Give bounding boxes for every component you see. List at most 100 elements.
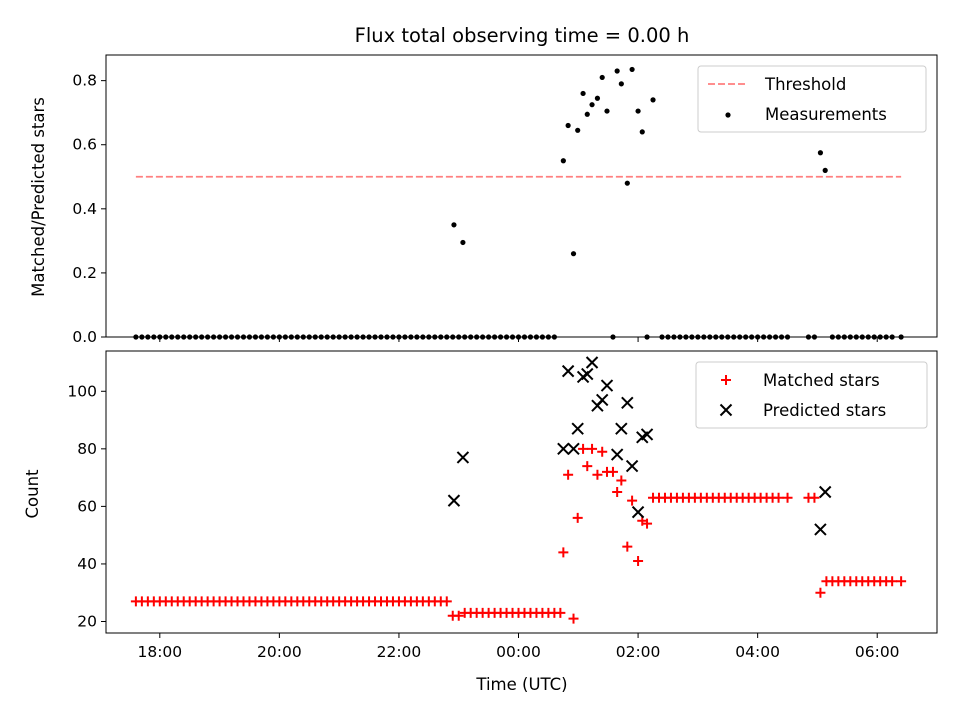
measurement-point xyxy=(515,334,522,340)
measurement-point xyxy=(545,334,552,340)
matched-star-point xyxy=(453,610,464,621)
predicted-star-point xyxy=(557,442,570,456)
predicted-star-point xyxy=(631,505,645,519)
predicted-star-point xyxy=(456,451,470,464)
chart-title: Flux total observing time = 0.00 h xyxy=(355,24,690,47)
measurement-point xyxy=(336,334,342,340)
measurement-point xyxy=(408,334,414,340)
measurement-point xyxy=(877,334,883,340)
predicted-star-point xyxy=(615,422,628,435)
x-tick-label: 02:00 xyxy=(616,643,661,661)
legend-frame xyxy=(695,361,928,429)
measurement-point xyxy=(575,127,581,133)
matched-star-point xyxy=(642,518,653,529)
predicted-star-point xyxy=(571,422,584,435)
measurement-point xyxy=(264,334,271,340)
predicted-star-point xyxy=(561,364,575,378)
legend-label: Predicted stars xyxy=(763,401,886,420)
legend-swatch-matched xyxy=(721,375,731,385)
predicted-star-point xyxy=(625,459,639,473)
measurement-point xyxy=(889,334,895,340)
legend-label: Matched stars xyxy=(763,371,880,390)
measurement-point xyxy=(444,334,450,340)
x-axis-label: Time (UTC) xyxy=(475,675,567,694)
measurement-point xyxy=(883,334,889,340)
y-tick-label: 0.8 xyxy=(72,72,97,90)
measurement-point xyxy=(216,334,223,340)
y-tick-label: 60 xyxy=(77,497,97,515)
legend-swatch-measurements xyxy=(725,112,731,118)
measurement-point xyxy=(898,334,904,340)
measurement-point xyxy=(689,334,695,340)
x-tick-label: 00:00 xyxy=(496,643,541,661)
measurement-point xyxy=(701,334,707,340)
measurement-point xyxy=(432,334,438,340)
predicted-star-point xyxy=(818,485,832,499)
measurement-point xyxy=(157,334,163,340)
measurement-point xyxy=(169,334,175,340)
measurement-point xyxy=(468,334,474,340)
measurement-point xyxy=(784,334,791,340)
measurement-point xyxy=(139,334,145,340)
measurement-point xyxy=(713,334,719,340)
predicted-star-point xyxy=(581,367,594,381)
matched-star-point xyxy=(633,556,644,567)
measurement-point xyxy=(246,334,253,340)
measurement-point xyxy=(533,334,540,340)
measurement-point xyxy=(306,334,312,340)
measurement-point xyxy=(384,334,390,340)
predicted-star-point xyxy=(585,356,599,369)
measurement-point xyxy=(725,334,731,340)
x-tick-label: 22:00 xyxy=(377,643,422,661)
measurement-point xyxy=(474,334,480,340)
legend-frame xyxy=(697,65,927,133)
measurement-point xyxy=(354,334,360,340)
matched-star-point xyxy=(627,495,638,506)
measurement-point xyxy=(737,334,743,340)
measurement-point xyxy=(294,334,300,340)
measurement-point xyxy=(300,334,306,340)
predicted-star-point xyxy=(447,494,461,507)
measurement-point xyxy=(871,334,877,340)
measurement-point xyxy=(624,180,630,186)
measurement-point xyxy=(778,334,785,340)
x-tick-label: 20:00 xyxy=(257,643,302,661)
measurement-point xyxy=(580,90,586,97)
measurement-point xyxy=(396,334,402,340)
measurement-point xyxy=(817,150,824,156)
matched-star-point xyxy=(441,596,452,607)
measurement-point xyxy=(451,222,457,228)
measurement-point xyxy=(288,334,294,340)
y-tick-label: 80 xyxy=(77,440,97,458)
measurement-point xyxy=(731,334,737,340)
top-panel: 0.0 0.2 0.4 0.6 0.8 Threshold Measurements xyxy=(72,54,938,346)
measurement-point xyxy=(749,334,755,340)
bottom-y-axis-label: Count xyxy=(23,469,42,519)
bottom-panel: 20 40 60 80 100 18:00 20:00 22:00 00:00 02:00 04:0… xyxy=(67,350,938,661)
measurement-point xyxy=(456,334,462,340)
measurement-point xyxy=(145,334,151,340)
measurement-point xyxy=(276,334,282,340)
matched-star-point xyxy=(782,492,793,503)
matched-star-point xyxy=(563,469,574,480)
measurement-point xyxy=(822,167,828,173)
measurement-point xyxy=(570,251,577,257)
measurement-point xyxy=(865,334,871,340)
matched-star-point xyxy=(582,461,593,472)
measurement-point xyxy=(743,334,749,340)
measurement-point xyxy=(342,334,348,340)
measurement-point xyxy=(187,334,193,340)
predicted-star-point xyxy=(621,396,634,410)
y-tick-label: 0.2 xyxy=(72,264,97,282)
matched-star-point xyxy=(887,576,898,587)
measurement-point xyxy=(175,334,181,340)
matched-star-point xyxy=(607,466,618,477)
measurement-point xyxy=(629,66,635,73)
measurement-point xyxy=(707,334,713,340)
measurement-point xyxy=(258,334,265,340)
measurement-point xyxy=(133,334,139,340)
y-tick-label: 0.0 xyxy=(72,328,97,346)
measurement-point xyxy=(589,102,595,108)
measurement-point xyxy=(695,334,701,340)
plot-frame xyxy=(105,350,938,634)
